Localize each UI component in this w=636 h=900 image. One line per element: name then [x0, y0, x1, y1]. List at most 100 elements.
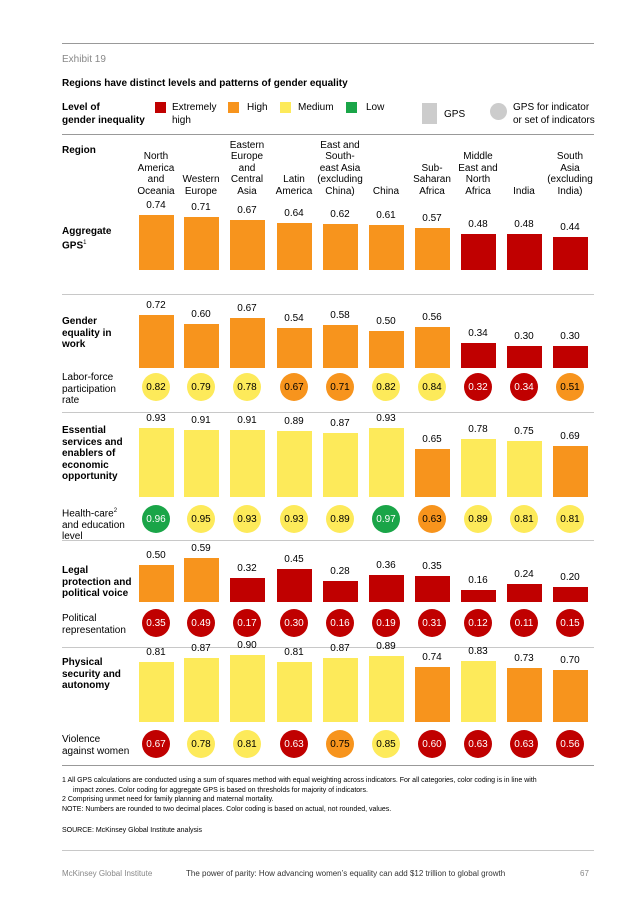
gps-bar [277, 431, 312, 497]
region-name-line: Eastern [229, 139, 265, 151]
gps-bar-label: 0.59 [191, 543, 211, 554]
indicator-label-2: Health-care2 and education level [62, 506, 142, 543]
region-name-line: North [465, 174, 491, 185]
section-label-line: opportunity [62, 471, 142, 483]
gps-bar [277, 569, 312, 602]
gps-bar [323, 433, 358, 497]
section-label-text: work [62, 339, 86, 350]
region-name-line: Oceania [137, 185, 175, 197]
indicator-circle: 0.96 [142, 505, 170, 533]
indicator-label-line: level [62, 531, 142, 543]
gps-bar [230, 318, 265, 368]
region-name-line: east Asia [319, 162, 361, 174]
gps-bar-label: 0.93 [376, 413, 396, 424]
gps-bar-label: 0.67 [237, 205, 257, 216]
indicator-circle: 0.81 [510, 505, 538, 533]
indicator-label-line: Labor-force [62, 372, 142, 384]
section-label-line: Physical [62, 657, 142, 669]
indicator-circle: 0.81 [556, 505, 584, 533]
indicator-circle: 0.11 [510, 609, 538, 637]
gps-bar [184, 430, 219, 497]
region-name-line: (excluding [547, 174, 593, 185]
section-label-text: security and [62, 668, 121, 680]
gps-bar-label: 0.89 [284, 416, 304, 427]
section-label-text: Aggregate [62, 226, 112, 237]
footnote-marker: 1 [83, 239, 87, 246]
footnote-marker: 2 [113, 508, 118, 514]
section-label-line: Legal [62, 565, 142, 577]
gps-bar-label: 0.57 [422, 213, 442, 224]
gps-bar [139, 662, 174, 722]
region-name-line: East and [458, 162, 498, 174]
note-rounding: NOTE: Numbers are rounded to two decimal… [62, 805, 392, 813]
indicator-label-text: and education [62, 519, 125, 531]
gps-bar-label: 0.91 [237, 415, 257, 426]
gps-bar [415, 576, 450, 602]
indicator-circle: 0.63 [464, 730, 492, 758]
indicator-circle: 0.79 [187, 373, 215, 401]
region-name-line: (excluding [317, 174, 363, 185]
indicator-label-4: Violence against women [62, 734, 142, 757]
indicator-circle: 0.35 [142, 609, 170, 637]
gps-bar-label: 0.64 [284, 208, 304, 219]
region-name-line: Asia [560, 162, 580, 174]
gps-bar-label: 0.36 [376, 560, 396, 571]
gps-bar [369, 428, 404, 497]
indicator-circle: 0.34 [510, 373, 538, 401]
legend-label-gps-indicator: GPS for indicator or set of indicators [513, 101, 595, 127]
indicator-circle: 0.71 [326, 373, 354, 401]
gps-bar [507, 584, 542, 602]
region-name-line: India [513, 185, 535, 197]
indicator-circle: 0.82 [142, 373, 170, 401]
indicator-label-line: against women [62, 746, 142, 758]
gps-bar [553, 346, 588, 368]
region-name-line: South [556, 151, 584, 162]
indicator-circle: 0.56 [556, 730, 584, 758]
gps-bar [230, 578, 265, 602]
indicator-circle: 0.95 [187, 505, 215, 533]
gps-bar [369, 225, 404, 270]
section-label-text: Essential [62, 425, 106, 436]
gps-bar [369, 331, 404, 368]
chart-title: Regions have distinct levels and pattern… [62, 78, 348, 89]
gps-bar [277, 328, 312, 368]
region-name-1: Western Europe [175, 137, 227, 197]
indicator-circle: 0.49 [187, 609, 215, 637]
indicator-label-3: Political representation [62, 613, 142, 636]
region-name-line: Sub- [421, 162, 443, 174]
region-name-9: South Asia (excluding India) [544, 137, 596, 197]
region-name-line: America [275, 185, 313, 197]
region-name-line: Central [230, 174, 264, 185]
gps-bar-label: 0.87 [191, 643, 211, 654]
gps-bar [461, 590, 496, 602]
indicator-circle: 0.31 [418, 609, 446, 637]
gps-bar [415, 228, 450, 270]
gps-bar-label: 0.20 [560, 572, 580, 583]
indicator-circle: 0.30 [280, 609, 308, 637]
section-label-3: Legal protection and political voice [62, 565, 142, 600]
gps-bar-label: 0.56 [422, 312, 442, 323]
section-label-line: autonomy [62, 680, 142, 692]
gps-bar [139, 428, 174, 497]
indicator-label-text: against women [62, 745, 130, 757]
gps-bar-label: 0.60 [191, 309, 211, 320]
gps-bar [461, 234, 496, 270]
indicator-label-1: Labor-force participation rate [62, 372, 142, 407]
region-name-7: Middle East and North Africa [452, 137, 504, 197]
indicator-label-text: Political [62, 613, 97, 624]
gps-bar-label: 0.45 [284, 554, 304, 565]
gps-bar [323, 325, 358, 368]
legend-label-extremely-high: Extremely high [172, 101, 216, 127]
region-name-line: China [372, 185, 400, 197]
section-rule-1 [62, 294, 594, 295]
section-label-text: economic [62, 459, 109, 471]
gps-bar-label: 0.30 [560, 331, 580, 342]
section-rule-2 [62, 412, 594, 413]
gps-bar [184, 324, 219, 368]
gps-bar [184, 658, 219, 722]
gps-bar [230, 655, 265, 722]
section-label-line: political voice [62, 588, 142, 600]
section-label-line: enablers of [62, 448, 142, 460]
legend-label-medium: Medium [298, 102, 334, 113]
indicator-circle: 0.78 [187, 730, 215, 758]
